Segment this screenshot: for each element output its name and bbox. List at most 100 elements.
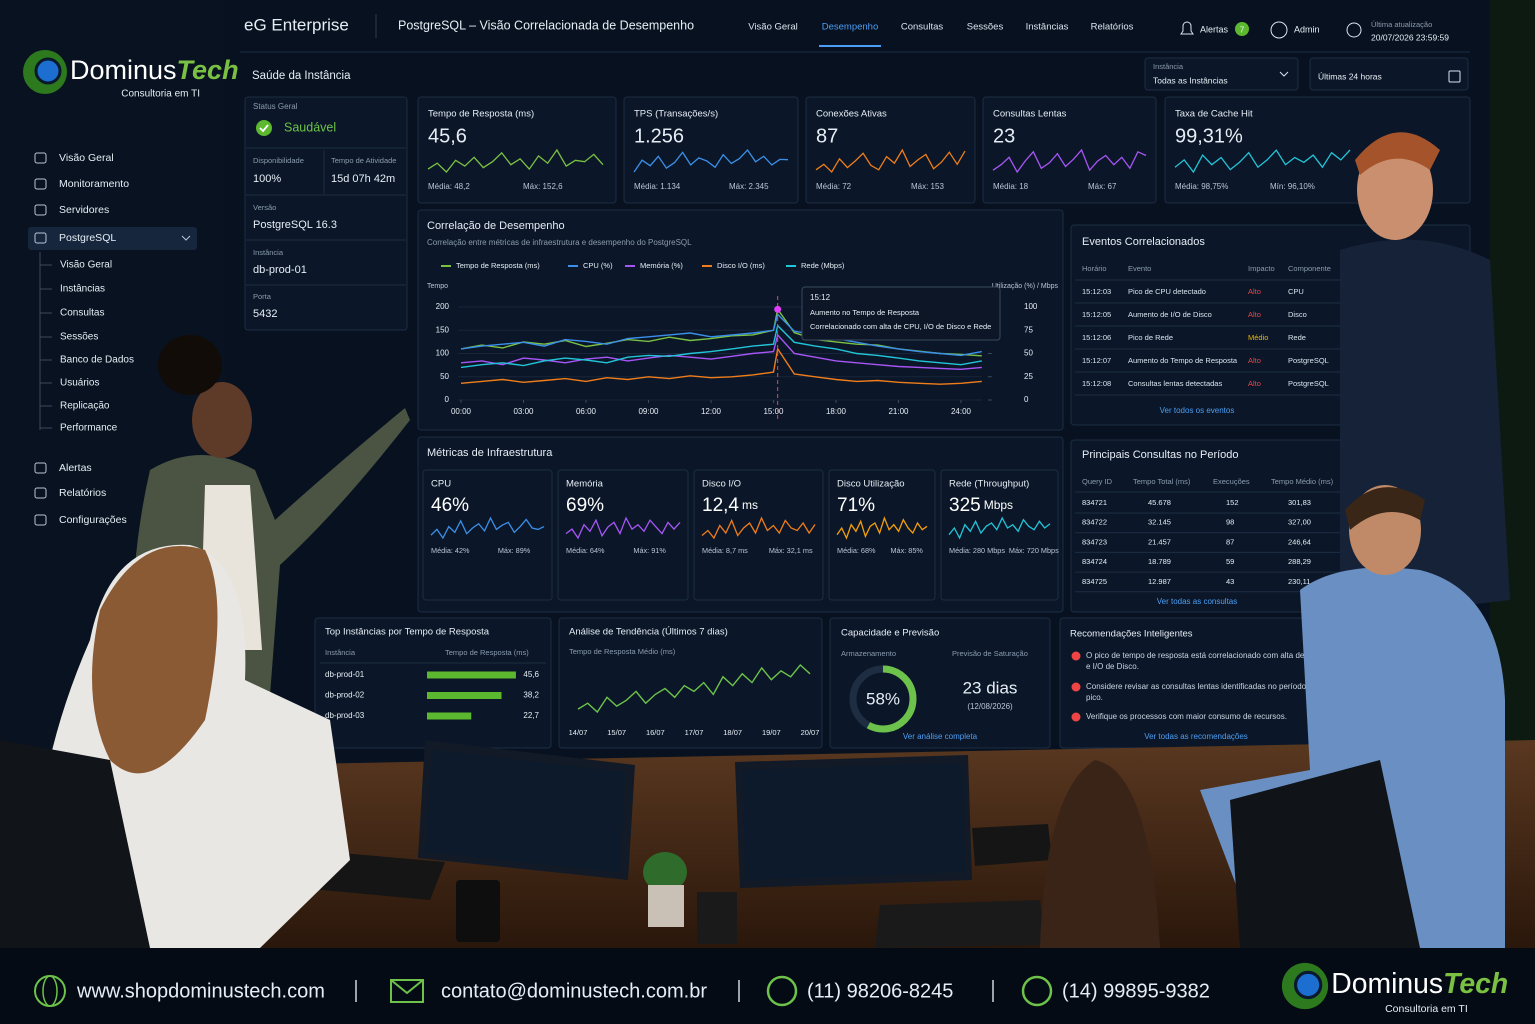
nav-item[interactable]: Configurações xyxy=(59,514,127,526)
email[interactable]: contato@dominustech.com.br xyxy=(441,980,707,1002)
filter-value[interactable]: Todas as Instâncias xyxy=(1153,75,1228,85)
sparkline xyxy=(1174,149,1351,174)
legend-label: Memória (%) xyxy=(640,261,683,270)
legend-label: Rede (Mbps) xyxy=(801,261,845,270)
tab[interactable]: Consultas xyxy=(901,22,943,33)
kpi-value: 99,31% xyxy=(1175,125,1243,147)
value-label: 45,6 xyxy=(523,670,539,679)
table-cell: 834722 xyxy=(1082,518,1107,527)
y2-tick-label: 50 xyxy=(1024,349,1033,358)
label: Tempo de Atividade xyxy=(331,156,396,165)
table-cell: 834721 xyxy=(1082,498,1107,507)
column-header: Impacto xyxy=(1248,264,1275,273)
filter-value[interactable]: Últimas 24 horas xyxy=(1318,71,1382,81)
tab[interactable]: Relatórios xyxy=(1091,22,1134,33)
category-label: db-prod-03 xyxy=(325,711,365,720)
table-cell: 15:12:07 xyxy=(1082,356,1111,365)
tab[interactable]: Visão Geral xyxy=(748,22,797,33)
metric-label: Disco I/O xyxy=(702,479,741,490)
chart-title: Correlação de Desempenho xyxy=(427,220,565,232)
label: Status Geral xyxy=(253,102,298,111)
subnav-item[interactable]: Replicação xyxy=(60,401,110,412)
panel-title: Recomendações Inteligentes xyxy=(1070,629,1193,640)
y-axis-label: Tempo xyxy=(427,283,448,290)
tooltip-title: Aumento no Tempo de Resposta xyxy=(810,308,920,317)
sparkline xyxy=(565,516,681,540)
table-cell: Disco xyxy=(1288,310,1307,319)
table-cell: Alto xyxy=(1248,356,1261,365)
x-tick-label: 03:00 xyxy=(513,407,534,416)
correlation-panel xyxy=(417,209,1064,431)
globe-icon xyxy=(42,975,58,1007)
nav-icon xyxy=(34,462,47,474)
website[interactable]: www.shopdominustech.com xyxy=(76,980,325,1002)
seated-hair xyxy=(92,546,218,774)
metric-stat: Máx: 85% xyxy=(890,546,923,555)
user-name[interactable]: Admin xyxy=(1294,24,1320,34)
standing-head xyxy=(1357,140,1433,240)
metric-stat: Média: 280 Mbps xyxy=(949,546,1005,555)
alerts-label[interactable]: Alertas xyxy=(1200,24,1229,34)
y-tick-label: 100 xyxy=(436,349,450,358)
subnav-item[interactable]: Consultas xyxy=(60,308,104,319)
nav-item[interactable]: Alertas xyxy=(59,462,92,474)
link[interactable]: Ver todos os eventos xyxy=(1160,406,1235,415)
tab[interactable]: Sessões xyxy=(967,22,1004,33)
subnav-item[interactable]: Visão Geral xyxy=(60,260,112,271)
subnav-item[interactable]: Performance xyxy=(60,423,118,434)
panel-title: Capacidade e Previsão xyxy=(841,628,939,639)
logo-core xyxy=(34,57,62,85)
table-cell: 834723 xyxy=(1082,537,1107,546)
sparkline xyxy=(633,148,789,173)
column-header: Execuções xyxy=(1213,477,1250,486)
y2-tick-label: 0 xyxy=(1024,395,1029,404)
nav-item[interactable]: Visão Geral xyxy=(59,152,114,164)
nav-item[interactable]: PostgreSQL xyxy=(59,232,116,244)
metric-unit: ms xyxy=(742,498,758,512)
metric-card xyxy=(693,469,824,601)
tab[interactable]: Desempenho xyxy=(822,22,879,33)
nav-item[interactable]: Servidores xyxy=(59,204,109,216)
label: Instância xyxy=(253,248,284,257)
dropdown-chevron xyxy=(1279,71,1289,77)
metric-label: Rede (Throughput) xyxy=(949,479,1029,490)
x-tick-label: 18/07 xyxy=(723,728,742,737)
table-cell: 246,64 xyxy=(1288,537,1311,546)
page-title: PostgreSQL – Visão Correlacionada de Des… xyxy=(398,18,694,32)
kpi-label: Tempo de Resposta (ms) xyxy=(428,109,534,120)
y2-tick-label: 75 xyxy=(1024,325,1033,334)
phone[interactable]: (14) 99895-9382 xyxy=(1062,980,1210,1002)
annotation-point xyxy=(774,305,782,313)
table-cell: 15:12:06 xyxy=(1082,333,1111,342)
x-tick-label: 00:00 xyxy=(451,407,472,416)
logo-part: Dominus xyxy=(1331,968,1443,1000)
link[interactable]: Ver todas as recomendações xyxy=(1144,732,1248,741)
metric-card xyxy=(557,469,689,601)
nav-item[interactable]: Relatórios xyxy=(59,487,106,499)
subnav-item[interactable]: Instâncias xyxy=(60,284,105,295)
phone[interactable]: (11) 98206-8245 xyxy=(807,980,953,1002)
subnav-item[interactable]: Banco de Dados xyxy=(60,355,134,366)
recommendation: Verifique os processos com maior consumo… xyxy=(1086,712,1287,721)
kpi-stat: Mín: 96,10% xyxy=(1270,182,1315,191)
panel-title: Eventos Correlacionados xyxy=(1082,236,1205,248)
tab[interactable]: Instâncias xyxy=(1026,22,1069,33)
link[interactable]: Ver análise completa xyxy=(903,732,978,741)
column-header: Horário xyxy=(1082,264,1107,273)
health-value: 100% xyxy=(253,173,281,185)
y-tick-label: 200 xyxy=(436,302,450,311)
x-tick-label: 18:00 xyxy=(826,407,847,416)
subnav-item[interactable]: Usuários xyxy=(60,378,99,389)
table-cell: 12.987 xyxy=(1148,577,1171,586)
link[interactable]: Ver todas as consultas xyxy=(1157,597,1238,606)
table-cell: 87 xyxy=(1226,537,1234,546)
table-cell: PostgreSQL xyxy=(1288,356,1329,365)
table-cell: Consultas lentas detectadas xyxy=(1128,379,1222,388)
x-tick-label: 24:00 xyxy=(951,407,972,416)
filter-label: Instância xyxy=(1153,62,1184,71)
pen-holder xyxy=(697,892,737,944)
kpi-stat: Média: 48,2 xyxy=(428,182,470,191)
nav-item[interactable]: Monitoramento xyxy=(59,178,129,190)
subnav-item[interactable]: Sessões xyxy=(60,332,98,343)
